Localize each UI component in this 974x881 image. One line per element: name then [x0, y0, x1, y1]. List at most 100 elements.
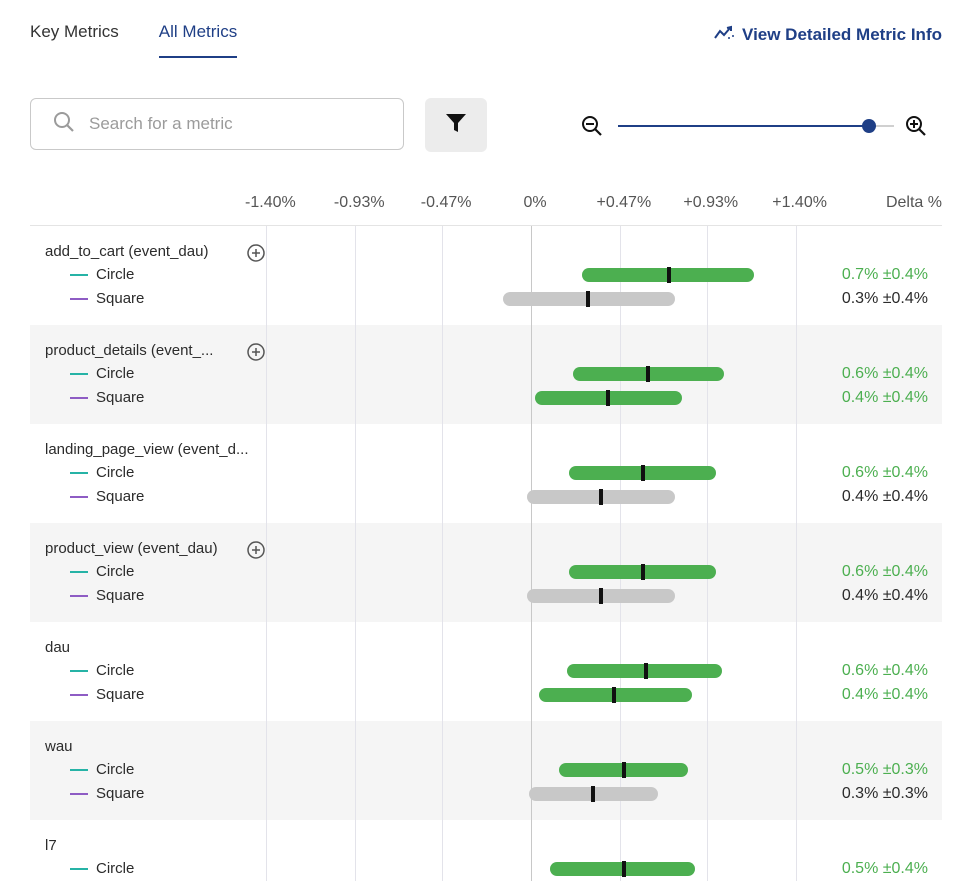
- view-detailed-metric-info-link[interactable]: View Detailed Metric Info: [714, 24, 942, 45]
- zoom-out-icon: [582, 116, 602, 136]
- delta-value: 0.4% ±0.4%: [841, 389, 928, 406]
- row-background-layer: [30, 226, 942, 881]
- header-divider: [30, 225, 942, 226]
- series-color-dash: [70, 768, 88, 771]
- metric-row: product_view (event_dau) Circle 0.6% ±0.4%…: [30, 523, 942, 622]
- metric-name: wau: [45, 738, 73, 755]
- search-input[interactable]: [87, 113, 381, 135]
- zoom-slider[interactable]: [618, 116, 894, 136]
- point-estimate-marker: [646, 366, 651, 382]
- row-background: [30, 424, 942, 523]
- row-background: [30, 721, 942, 820]
- delta-value: 0.5% ±0.3%: [841, 761, 928, 778]
- series-color-dash: [70, 669, 88, 672]
- metric-row: landing_page_view (event_d... Circle 0.6% …: [30, 424, 942, 523]
- point-estimate-marker: [591, 786, 596, 802]
- axis-tick-label: -1.40%: [245, 194, 296, 211]
- point-estimate-marker: [666, 267, 671, 283]
- delta-value: 0.3% ±0.3%: [841, 785, 928, 802]
- metric-row: wau Circle 0.5% ±0.3% Square 0.3% ±0.3%: [30, 721, 942, 820]
- series-color-dash: [70, 570, 88, 573]
- series-label: Circle: [70, 266, 134, 283]
- series-color-dash: [70, 867, 88, 870]
- point-estimate-marker: [640, 564, 645, 580]
- row-background: [30, 523, 942, 622]
- series-name: Square: [96, 587, 145, 604]
- gridline: [795, 226, 797, 881]
- point-estimate-marker: [612, 687, 617, 703]
- axis-tick-label: 0%: [523, 194, 547, 211]
- series-color-dash: [70, 273, 88, 276]
- delta-value: 0.6% ±0.4%: [841, 365, 928, 382]
- gridline: [355, 226, 357, 881]
- series-name: Circle: [96, 464, 135, 481]
- delta-header: Delta %: [885, 194, 942, 211]
- series-color-dash: [70, 594, 88, 597]
- trend-chart-icon: [714, 24, 736, 45]
- series-label: Square: [70, 488, 144, 505]
- series-color-dash: [70, 396, 88, 399]
- point-estimate-marker: [598, 489, 603, 505]
- filter-icon: [445, 112, 467, 139]
- series-color-dash: [70, 495, 88, 498]
- delta-value: 0.4% ±0.4%: [841, 488, 928, 505]
- series-name: Circle: [96, 860, 135, 877]
- series-label: Square: [70, 686, 144, 703]
- series-color-dash: [70, 297, 88, 300]
- gridline: [266, 226, 268, 881]
- metric-name: add_to_cart (event_dau): [45, 243, 209, 260]
- series-label: Circle: [70, 563, 134, 580]
- point-estimate-marker: [598, 588, 603, 604]
- delta-value: 0.5% ±0.4%: [841, 860, 928, 877]
- gridline: [706, 226, 708, 881]
- zoom-out-button[interactable]: [580, 114, 604, 143]
- metrics-list: add_to_cart (event_dau) Circle 0.7% ±0.4% S…: [30, 226, 942, 881]
- metric-name: dau: [45, 639, 71, 656]
- metric-name: product_details (event_...: [45, 342, 214, 359]
- metric-row: l7 Circle 0.5% ±0.4%: [30, 820, 942, 881]
- point-estimate-marker: [640, 465, 645, 481]
- series-name: Square: [96, 488, 145, 505]
- series-label: Square: [70, 389, 144, 406]
- delta-value: 0.7% ±0.4%: [841, 266, 928, 283]
- series-name: Square: [96, 785, 145, 802]
- series-color-dash: [70, 693, 88, 696]
- search-box: [30, 98, 404, 150]
- point-estimate-marker: [621, 861, 626, 877]
- filter-button[interactable]: [425, 98, 487, 152]
- series-color-dash: [70, 792, 88, 795]
- metric-name: product_view (event_dau): [45, 540, 218, 557]
- series-label: Square: [70, 785, 144, 802]
- series-name: Square: [96, 389, 145, 406]
- add-circle-icon[interactable]: [246, 243, 266, 268]
- row-background: [30, 622, 942, 721]
- add-circle-icon[interactable]: [246, 342, 266, 367]
- metric-row: product_details (event_... Circle 0.6% ±0.…: [30, 325, 942, 424]
- axis-tick-label: +1.40%: [772, 194, 827, 211]
- gridline: [531, 226, 532, 881]
- series-name: Circle: [96, 563, 135, 580]
- search-icon: [53, 111, 75, 138]
- add-circle-icon[interactable]: [246, 540, 266, 565]
- zoom-slider-rest: [869, 125, 894, 127]
- row-background: [30, 226, 942, 325]
- tab-key-metrics[interactable]: Key Metrics: [30, 22, 119, 41]
- zoom-slider-track: [618, 125, 870, 127]
- metric-name: l7: [45, 837, 57, 854]
- series-name: Circle: [96, 662, 135, 679]
- series-color-dash: [70, 471, 88, 474]
- metric-name: landing_page_view (event_d...: [45, 441, 249, 458]
- series-label: Circle: [70, 464, 134, 481]
- zoom-slider-thumb[interactable]: [862, 119, 877, 133]
- point-estimate-marker: [621, 762, 626, 778]
- gridline: [619, 226, 621, 881]
- point-estimate-marker: [585, 291, 590, 307]
- point-estimate-marker: [606, 390, 611, 406]
- axis-tick-label: -0.47%: [420, 194, 472, 211]
- tab-all-metrics[interactable]: All Metrics: [158, 22, 238, 58]
- zoom-in-button[interactable]: [904, 114, 928, 143]
- axis-tick-label: +0.93%: [683, 194, 739, 211]
- series-label: Circle: [70, 365, 134, 382]
- series-name: Circle: [96, 266, 135, 283]
- delta-value: 0.6% ±0.4%: [841, 662, 928, 679]
